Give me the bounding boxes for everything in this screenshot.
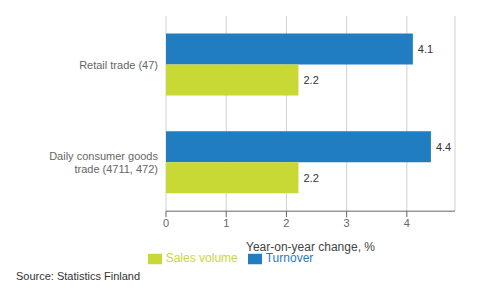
svg-text:Retail trade (47): Retail trade (47) — [79, 59, 158, 71]
svg-text:2.2: 2.2 — [303, 74, 318, 86]
svg-text:4.4: 4.4 — [436, 141, 451, 153]
html-text:Sales volume: Sales volume — [165, 251, 238, 266]
svg-text:4: 4 — [404, 217, 410, 229]
html-text:Source: Statistics Finland: Source: Statistics Finland — [16, 270, 141, 282]
svg-text:0: 0 — [163, 217, 169, 229]
svg-text:2.2: 2.2 — [303, 172, 318, 184]
svg-text:3: 3 — [344, 217, 350, 229]
svg-text:Daily consumer goodstrade (471: Daily consumer goodstrade (4711, 472) — [49, 150, 158, 175]
svg-text:2: 2 — [283, 217, 289, 229]
svg-text:1: 1 — [223, 217, 229, 229]
svg-text:4.1: 4.1 — [418, 43, 433, 55]
svg-text:Year-on-year change, %: Year-on-year change, % — [246, 240, 375, 254]
html-text:Turnover: Turnover — [265, 251, 314, 266]
